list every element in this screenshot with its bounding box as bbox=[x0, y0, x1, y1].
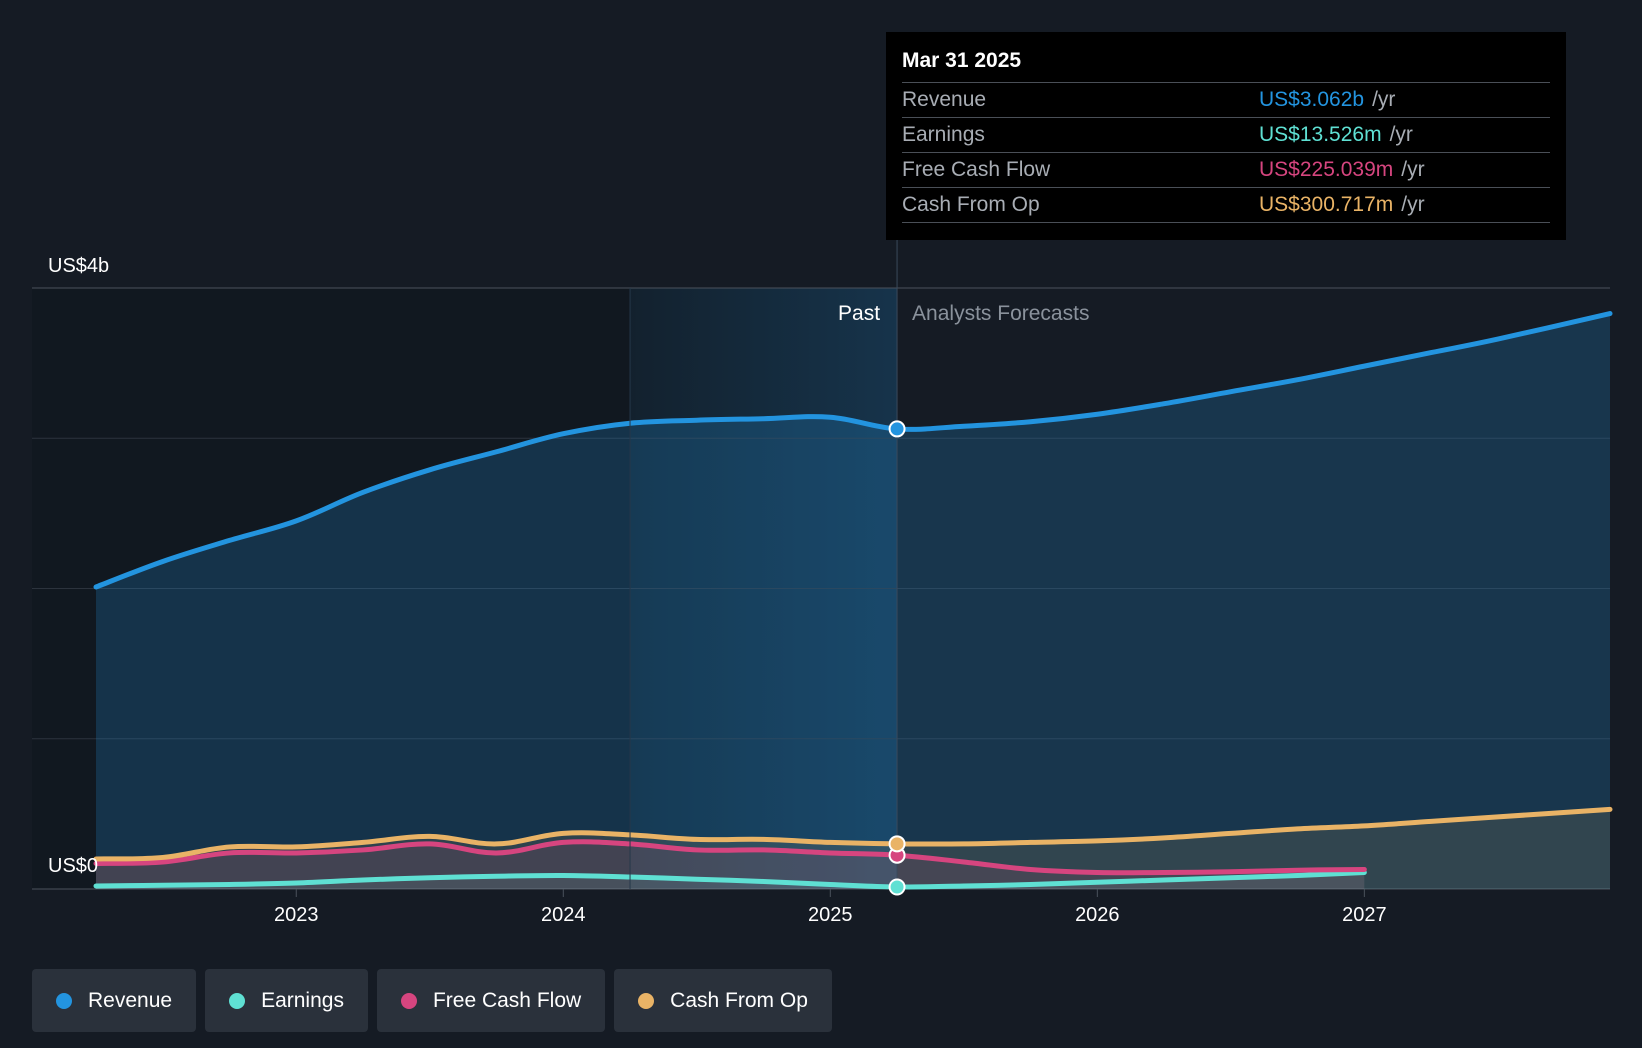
tooltip-value: US$13.526m bbox=[1259, 123, 1382, 146]
dot-icon bbox=[229, 992, 246, 1009]
x-tick-label: 2024 bbox=[541, 904, 586, 926]
area-cash-from-op bbox=[96, 809, 1610, 889]
series-lines bbox=[93, 311, 1613, 890]
marker-cash-from-op bbox=[888, 835, 906, 853]
tooltip-name: Free Cash Flow bbox=[902, 158, 1051, 181]
tooltip-row-free-cash-flow: Free Cash Flow US$225.039m /yr bbox=[902, 152, 1550, 187]
tooltip-value: US$3.062b bbox=[1259, 88, 1365, 111]
forecast-label: Analysts Forecasts bbox=[912, 302, 1089, 325]
tooltip-row-revenue: Revenue US$3.062b /yr bbox=[902, 82, 1550, 117]
marker-earnings bbox=[888, 878, 906, 896]
x-tick-label: 2027 bbox=[1342, 904, 1387, 926]
tooltip-value: US$300.717m bbox=[1259, 193, 1394, 216]
legend-label: Revenue bbox=[88, 988, 173, 1012]
x-tick-label: 2025 bbox=[808, 904, 853, 926]
legend-label: Earnings bbox=[261, 988, 344, 1012]
line-free-cash-flow bbox=[93, 839, 1367, 876]
legend: Revenue Earnings Free Cash Flow Cash Fro… bbox=[32, 969, 832, 1032]
x-tick-label: 2026 bbox=[1075, 904, 1120, 926]
tooltip-name: Earnings bbox=[902, 123, 985, 146]
legend-label: Cash From Op bbox=[670, 988, 808, 1012]
tooltip: Mar 31 2025 Revenue US$3.062b /yr Earnin… bbox=[886, 32, 1566, 240]
tooltip-row-cash-from-op: Cash From Op US$300.717m /yr bbox=[902, 187, 1550, 223]
x-tick-label: 2023 bbox=[274, 904, 319, 926]
line-revenue bbox=[93, 311, 1613, 590]
y-tick-label: US$0 bbox=[48, 855, 98, 877]
tooltip-name: Cash From Op bbox=[902, 193, 1040, 216]
y-tick-label: US$4b bbox=[48, 255, 109, 277]
tooltip-unit: /yr bbox=[1401, 193, 1425, 216]
legend-item-free-cash-flow[interactable]: Free Cash Flow bbox=[376, 969, 606, 1032]
tooltip-date: Mar 31 2025 bbox=[902, 49, 1022, 72]
dot-icon bbox=[400, 992, 417, 1009]
tooltip-row-earnings: Earnings US$13.526m /yr bbox=[902, 117, 1550, 152]
line-earnings bbox=[93, 869, 1367, 890]
dot-icon bbox=[56, 992, 72, 1009]
dot-icon bbox=[638, 992, 655, 1009]
legend-item-cash-from-op[interactable]: Cash From Op bbox=[614, 969, 832, 1032]
y-axis-labels: US$4b US$0 bbox=[48, 255, 109, 877]
area-revenue bbox=[96, 313, 1610, 890]
legend-item-earnings[interactable]: Earnings bbox=[205, 969, 368, 1032]
tooltip-name: Revenue bbox=[902, 88, 987, 111]
gridlines bbox=[32, 287, 1610, 890]
tooltip-unit: /yr bbox=[1401, 158, 1425, 181]
past-label: Past bbox=[838, 302, 880, 325]
marker-revenue bbox=[888, 420, 906, 438]
legend-label: Free Cash Flow bbox=[432, 988, 582, 1012]
highlight-markers bbox=[888, 420, 906, 896]
tooltip-unit: /yr bbox=[1372, 88, 1396, 111]
x-axis-labels: 2023 2024 2025 2026 2027 bbox=[274, 889, 1387, 926]
legend-item-revenue[interactable]: Revenue bbox=[32, 969, 197, 1032]
line-cash-from-op bbox=[93, 806, 1613, 862]
tooltip-unit: /yr bbox=[1389, 123, 1413, 146]
tooltip-value: US$225.039m bbox=[1259, 158, 1394, 181]
